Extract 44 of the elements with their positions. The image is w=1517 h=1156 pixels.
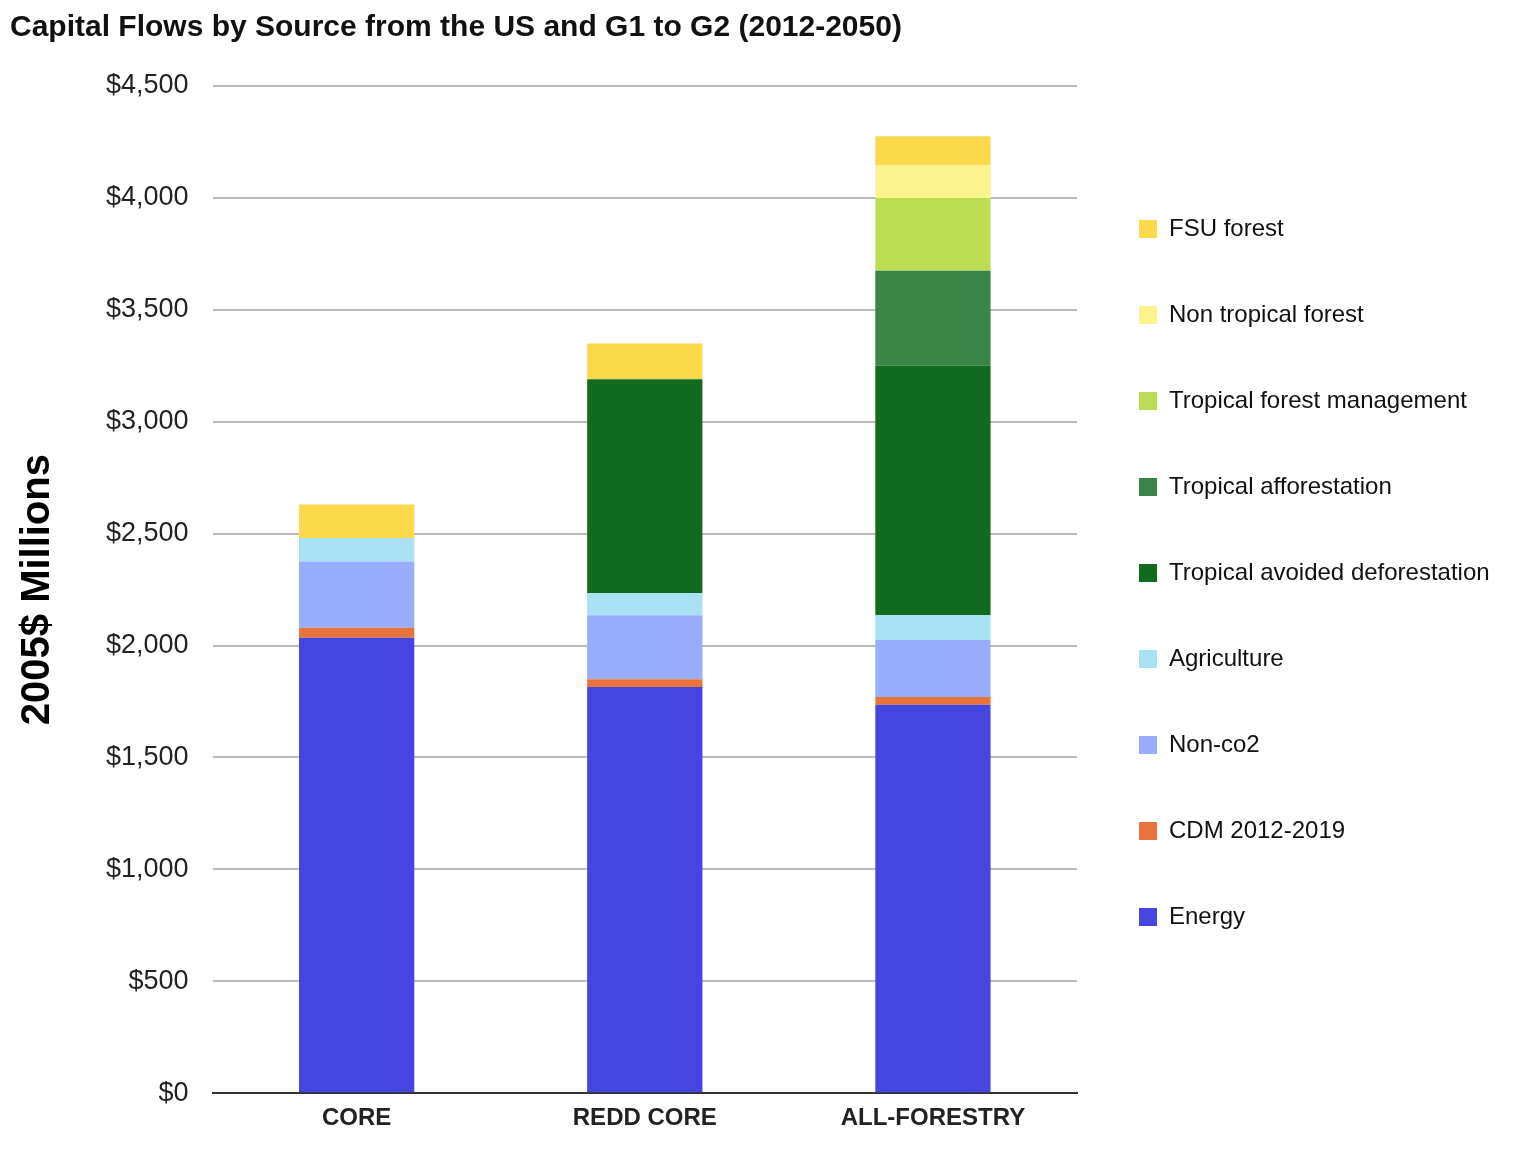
bar (875, 365, 991, 616)
legend-label: Non-co2 (1169, 729, 1260, 757)
bar (587, 615, 703, 680)
legend-label: Agriculture (1169, 643, 1284, 671)
bar (299, 627, 415, 638)
legend-label: Non tropical forest (1169, 299, 1365, 327)
bar (299, 637, 415, 1093)
y-tick-label: $1,500 (105, 740, 189, 771)
bar (875, 270, 991, 366)
bar (587, 686, 703, 1093)
y-tick-label: $4,500 (105, 69, 189, 100)
bar (875, 197, 991, 271)
x-tick-label: CORE (321, 1103, 392, 1131)
bar (875, 697, 991, 705)
bar (875, 136, 991, 166)
y-tick-label: $3,500 (105, 293, 189, 324)
legend-label: Tropical afforestation (1169, 471, 1392, 499)
x-tick-label: REDD CORE (572, 1103, 717, 1131)
y-tick-label: $500 (128, 964, 189, 995)
y-axis-title: 2005$ Millions (13, 453, 58, 726)
legend-label: Tropical forest management (1169, 385, 1468, 413)
legend-label: Energy (1169, 901, 1246, 929)
bar (299, 504, 415, 539)
bar (587, 343, 703, 380)
y-tick-label: $1,000 (105, 852, 189, 883)
chart-title: Capital Flows by Source from the US and G1 to G2 (2012-2050) (10, 9, 902, 43)
bar (299, 538, 415, 562)
legend-label: CDM 2012-2019 (1169, 815, 1346, 843)
y-tick-label: $2,500 (105, 517, 189, 548)
bar (875, 615, 991, 640)
legend-label: FSU forest (1169, 213, 1285, 241)
legend-label: Tropical avoided deforestation (1169, 557, 1490, 585)
y-tick-label: $2,000 (105, 629, 189, 660)
bar (875, 165, 991, 198)
y-tick-label: $4,000 (105, 181, 189, 212)
bar (587, 592, 703, 616)
x-tick-label: ALL-FORESTRY (840, 1103, 1026, 1131)
bar (875, 704, 991, 1093)
bar (299, 561, 415, 628)
bar (875, 639, 991, 698)
y-tick-label: $3,000 (105, 405, 189, 436)
y-tick-label: $0 (158, 1076, 189, 1107)
bar (587, 679, 703, 687)
bar (587, 379, 703, 593)
